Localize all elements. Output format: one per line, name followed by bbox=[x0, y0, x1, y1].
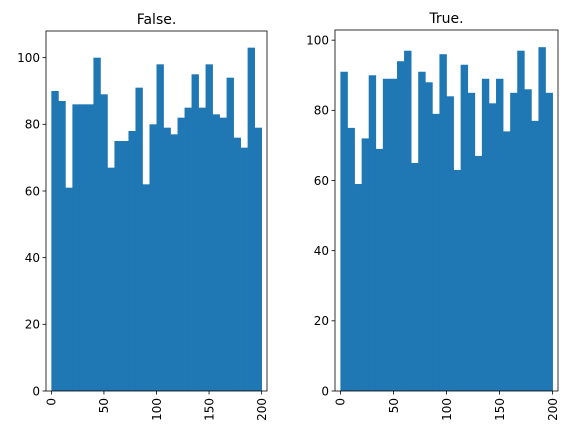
histogram-bar bbox=[128, 131, 136, 391]
histogram-bar bbox=[389, 78, 398, 391]
histogram-bar bbox=[212, 114, 220, 391]
histogram-bar bbox=[156, 64, 164, 391]
histogram-bar bbox=[142, 184, 150, 391]
y-tick-label: 100 bbox=[17, 51, 40, 65]
histogram-bar bbox=[100, 94, 108, 391]
histogram-bar bbox=[488, 103, 497, 391]
histogram-bar bbox=[247, 47, 255, 392]
y-tick-label: 100 bbox=[306, 33, 329, 47]
histogram-bar bbox=[135, 87, 143, 392]
histogram-bar bbox=[524, 89, 532, 391]
histogram-bar bbox=[107, 167, 115, 391]
histogram-bar bbox=[198, 107, 206, 392]
histogram-panel-false: 0 20 40 60 80 100 0 50 100 150 200 False. bbox=[17, 12, 269, 421]
y-tick-label: 40 bbox=[314, 244, 329, 258]
x-tick-label: 100 bbox=[150, 398, 164, 421]
histogram-bar bbox=[340, 71, 348, 391]
histogram-bar bbox=[404, 50, 412, 391]
y-tick-label: 40 bbox=[25, 251, 40, 265]
histogram-bar bbox=[481, 78, 490, 391]
histogram-bar bbox=[347, 127, 355, 391]
x-tick-label: 150 bbox=[493, 398, 507, 421]
histogram-bar bbox=[226, 77, 234, 392]
histogram-bar bbox=[205, 64, 213, 391]
histogram-bar bbox=[65, 187, 73, 391]
histogram-bar bbox=[93, 57, 101, 392]
histogram-bar bbox=[254, 127, 262, 392]
histogram-bar bbox=[240, 147, 248, 391]
histogram-bar bbox=[233, 137, 241, 391]
y-tick-label: 80 bbox=[25, 118, 40, 132]
histogram-bar bbox=[382, 78, 391, 391]
histogram-bar bbox=[375, 148, 384, 391]
histogram-bar bbox=[446, 96, 454, 391]
histogram-bar bbox=[467, 92, 476, 392]
x-tick-label: 100 bbox=[440, 398, 454, 421]
histogram-bar bbox=[396, 61, 405, 391]
histogram-bar bbox=[411, 162, 419, 391]
histogram-bar bbox=[219, 117, 227, 392]
x-tick-label: 50 bbox=[97, 398, 111, 413]
histogram-bar bbox=[460, 64, 469, 391]
histogram-bar bbox=[72, 104, 80, 391]
histogram-bar bbox=[531, 120, 539, 392]
histogram-bar bbox=[453, 169, 461, 391]
histogram-bar bbox=[170, 134, 178, 391]
histogram-bar bbox=[121, 141, 129, 391]
histogram-bar bbox=[368, 75, 377, 391]
y-tick-label: 80 bbox=[314, 104, 329, 118]
y-tick-label: 60 bbox=[25, 184, 40, 198]
histogram-bar bbox=[114, 141, 122, 391]
chart-title: True. bbox=[428, 11, 463, 27]
histogram-bar bbox=[545, 92, 553, 392]
histogram-bar bbox=[149, 124, 157, 391]
histogram-bar bbox=[177, 117, 185, 392]
histogram-bar bbox=[510, 92, 518, 392]
histogram-panel-true: 0 20 40 60 80 100 0 50 100 150 200 True. bbox=[306, 11, 560, 421]
histogram-bar bbox=[163, 127, 171, 392]
histogram-bar bbox=[538, 47, 546, 391]
histogram-bar bbox=[496, 78, 504, 391]
y-tick-label: 20 bbox=[314, 314, 329, 328]
x-tick-label: 150 bbox=[202, 398, 216, 421]
histogram-bar bbox=[184, 107, 192, 392]
x-tick-label: 0 bbox=[45, 398, 59, 406]
histogram-bar bbox=[425, 82, 433, 392]
histogram-bar bbox=[418, 71, 426, 391]
y-tick-label: 60 bbox=[314, 174, 329, 188]
x-tick-label: 200 bbox=[546, 398, 560, 421]
y-tick-label: 0 bbox=[321, 384, 329, 398]
y-tick-label: 0 bbox=[32, 384, 40, 398]
histogram-bar bbox=[51, 91, 59, 391]
x-tick-label: 0 bbox=[334, 398, 348, 406]
histogram-bar bbox=[79, 104, 87, 391]
histogram-bar bbox=[58, 101, 66, 391]
histogram-bar bbox=[191, 74, 199, 391]
histogram-bar bbox=[432, 113, 440, 391]
x-tick-label: 200 bbox=[255, 398, 269, 421]
chart-title: False. bbox=[137, 12, 177, 28]
histogram-bar bbox=[474, 155, 483, 391]
x-tick-label: 50 bbox=[387, 398, 401, 413]
histogram-bar bbox=[517, 50, 525, 391]
histogram-bar bbox=[354, 184, 362, 391]
histogram-bar bbox=[86, 104, 94, 391]
histogram-bar bbox=[361, 138, 370, 391]
histogram-bar bbox=[503, 131, 511, 391]
histogram-bar bbox=[439, 54, 447, 392]
y-tick-label: 20 bbox=[25, 318, 40, 332]
